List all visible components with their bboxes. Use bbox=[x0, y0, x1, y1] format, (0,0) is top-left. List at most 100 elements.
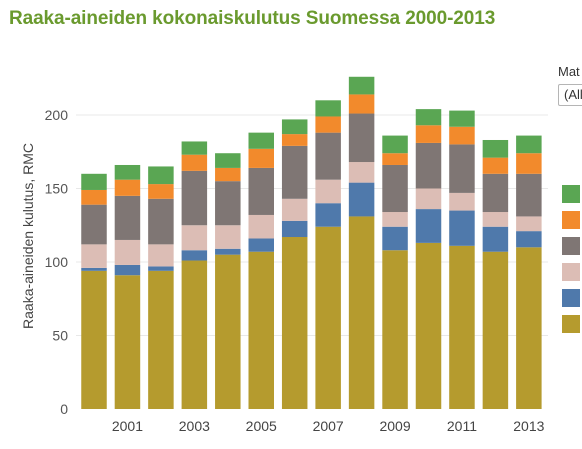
bar-segment[interactable] bbox=[148, 270, 174, 409]
bar-segment[interactable] bbox=[81, 189, 107, 205]
bar-segment[interactable] bbox=[148, 198, 174, 245]
bar-segment[interactable] bbox=[181, 154, 208, 171]
bar-segment[interactable] bbox=[281, 220, 308, 238]
bar-segment[interactable] bbox=[248, 167, 275, 215]
bar-segment[interactable] bbox=[281, 134, 308, 146]
legend-swatch[interactable] bbox=[562, 237, 580, 255]
bar-segment[interactable] bbox=[281, 237, 308, 409]
bar-segment[interactable] bbox=[114, 195, 141, 240]
bar-segment[interactable] bbox=[148, 244, 174, 267]
bar-segment[interactable] bbox=[315, 226, 341, 409]
bar-segment[interactable] bbox=[281, 198, 308, 221]
y-tick-label: 0 bbox=[60, 401, 68, 417]
bar-segment[interactable] bbox=[215, 225, 241, 249]
bar-segment[interactable] bbox=[81, 267, 107, 271]
legend-swatch[interactable] bbox=[562, 211, 580, 229]
bar-segment[interactable] bbox=[248, 251, 275, 409]
bar-segment[interactable] bbox=[148, 266, 174, 271]
bar-segment[interactable] bbox=[81, 244, 107, 268]
bar-segment[interactable] bbox=[449, 144, 475, 193]
bar-segment[interactable] bbox=[516, 173, 542, 217]
bar-segment[interactable] bbox=[449, 210, 475, 246]
bar-segment[interactable] bbox=[114, 164, 141, 180]
bar-segment[interactable] bbox=[415, 142, 442, 189]
bar-segment[interactable] bbox=[348, 113, 375, 163]
bar-segment[interactable] bbox=[382, 212, 408, 227]
bar-segment[interactable] bbox=[315, 116, 341, 133]
bar-segment[interactable] bbox=[114, 239, 141, 265]
bar-segment[interactable] bbox=[248, 132, 275, 149]
bar-segment[interactable] bbox=[248, 214, 275, 239]
bar-segment[interactable] bbox=[181, 170, 208, 226]
bar-segment[interactable] bbox=[516, 247, 542, 409]
legend[interactable] bbox=[562, 185, 580, 333]
bar-segment[interactable] bbox=[348, 94, 375, 114]
bar-segment[interactable] bbox=[215, 153, 241, 168]
bar-segment[interactable] bbox=[415, 125, 442, 143]
bar-segment[interactable] bbox=[482, 139, 509, 158]
bar-segment[interactable] bbox=[148, 184, 174, 199]
bar-segment[interactable] bbox=[281, 119, 308, 135]
bar-segment[interactable] bbox=[248, 148, 275, 168]
bar-segment[interactable] bbox=[81, 270, 107, 409]
bar-segment[interactable] bbox=[181, 260, 208, 409]
bar-segment[interactable] bbox=[181, 250, 208, 261]
bar-segment[interactable] bbox=[315, 179, 341, 204]
x-tick-label: 2007 bbox=[313, 418, 344, 434]
bar-segment[interactable] bbox=[315, 132, 341, 180]
bar-segment[interactable] bbox=[348, 182, 375, 217]
bar-segment[interactable] bbox=[415, 109, 442, 126]
bar-segment[interactable] bbox=[215, 167, 241, 182]
bar-segment[interactable] bbox=[148, 166, 174, 185]
legend-swatch[interactable] bbox=[562, 263, 580, 281]
bar-segment[interactable] bbox=[181, 225, 208, 251]
x-tick-label: 2009 bbox=[379, 418, 410, 434]
bar-segment[interactable] bbox=[382, 250, 408, 409]
bar-segment[interactable] bbox=[449, 126, 475, 145]
bar-segment[interactable] bbox=[215, 254, 241, 409]
bar-segment[interactable] bbox=[482, 251, 509, 409]
x-tick-label: 2005 bbox=[246, 418, 277, 434]
bar-segment[interactable] bbox=[449, 245, 475, 409]
bar-segment[interactable] bbox=[181, 141, 208, 155]
bar-segment[interactable] bbox=[415, 209, 442, 243]
bar-segment[interactable] bbox=[516, 153, 542, 174]
material-filter-select[interactable]: (All bbox=[558, 84, 582, 106]
bar-segment[interactable] bbox=[281, 145, 308, 199]
bar-segment[interactable] bbox=[482, 226, 509, 252]
bar-segment[interactable] bbox=[114, 275, 141, 409]
bar-segment[interactable] bbox=[81, 204, 107, 245]
bar-segment[interactable] bbox=[81, 173, 107, 190]
bar-segment[interactable] bbox=[516, 231, 542, 248]
bar-segment[interactable] bbox=[482, 173, 509, 213]
bar-segment[interactable] bbox=[348, 216, 375, 409]
legend-swatch[interactable] bbox=[562, 289, 580, 307]
bar-segment[interactable] bbox=[449, 110, 475, 127]
bar-segment[interactable] bbox=[215, 181, 241, 226]
bar-segment[interactable] bbox=[348, 162, 375, 183]
bar-segment[interactable] bbox=[348, 76, 375, 95]
bar-segment[interactable] bbox=[114, 264, 141, 276]
bar-segment[interactable] bbox=[248, 238, 275, 252]
bar-segment[interactable] bbox=[215, 248, 241, 255]
bar-segment[interactable] bbox=[516, 216, 542, 232]
bar-segment[interactable] bbox=[315, 100, 341, 117]
bar-segment[interactable] bbox=[382, 164, 408, 213]
bar-segment[interactable] bbox=[415, 188, 442, 210]
y-axis: 0 50 100 150 200 bbox=[45, 107, 69, 417]
bar-segment[interactable] bbox=[382, 226, 408, 251]
chart-title: Raaka-aineiden kokonaiskulutus Suomessa … bbox=[9, 8, 496, 29]
bar-segment[interactable] bbox=[114, 179, 141, 196]
bar-segment[interactable] bbox=[382, 135, 408, 154]
bar-segment[interactable] bbox=[516, 135, 542, 154]
bar-segment[interactable] bbox=[315, 203, 341, 227]
bar-segment[interactable] bbox=[449, 192, 475, 211]
bar-segment[interactable] bbox=[415, 242, 442, 409]
bar-segment[interactable] bbox=[482, 212, 509, 227]
legend-swatch[interactable] bbox=[562, 185, 580, 203]
bar-segment[interactable] bbox=[482, 157, 509, 174]
legend-swatch[interactable] bbox=[562, 315, 580, 333]
bars bbox=[81, 76, 542, 409]
bar-segment[interactable] bbox=[382, 153, 408, 165]
x-tick-label: 2001 bbox=[112, 418, 143, 434]
